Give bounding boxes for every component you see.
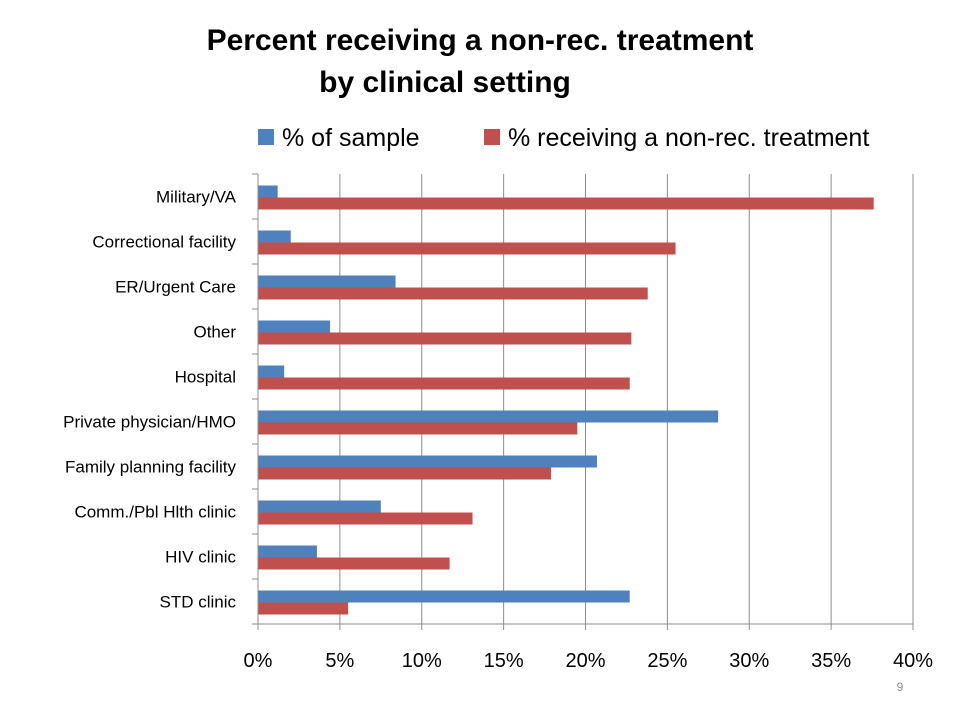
- category-label-er-urgent-care: ER/Urgent Care: [115, 278, 236, 297]
- bar-military-va-non-rec-treatment: [258, 197, 874, 210]
- bar-hiv-clinic-sample: [258, 545, 317, 558]
- x-tick-label-5: 5%: [325, 650, 354, 672]
- bar-correctional-facility-sample: [258, 230, 291, 243]
- axes: [252, 173, 914, 630]
- bar-military-va-sample: [258, 185, 278, 198]
- x-tick-label-40: 40%: [893, 650, 933, 672]
- x-tick-label-15: 15%: [484, 650, 524, 672]
- bar-comm-pbl-hlth-clinic-sample: [258, 500, 381, 513]
- bar-correctional-facility-non-rec-treatment: [258, 242, 676, 255]
- chart-title-line-1: Percent receiving a non-rec. treatment: [206, 24, 754, 57]
- legend-swatch-sample: [258, 129, 274, 145]
- bar-other-non-rec-treatment: [258, 332, 632, 345]
- bar-private-physician-hmo-non-rec-treatment: [258, 422, 578, 435]
- page-number: 9: [896, 680, 904, 694]
- bar-hospital-sample: [258, 365, 285, 378]
- category-label-comm-pbl-hlth-clinic: Comm./Pbl Hlth clinic: [74, 503, 236, 522]
- bar-std-clinic-sample: [258, 590, 630, 603]
- category-label-hospital: Hospital: [175, 368, 236, 387]
- bar-er-urgent-care-sample: [258, 275, 396, 288]
- legend: % of sample % receiving a non-rec. treat…: [258, 124, 869, 152]
- category-labels: Military/VA Correctional facility ER/Urgen…: [63, 188, 237, 612]
- x-tick-label-10: 10%: [402, 650, 442, 672]
- chart-title-line-2: by clinical setting: [319, 66, 571, 99]
- x-tick-label-0: 0%: [244, 650, 273, 672]
- x-tick-label-20: 20%: [565, 650, 605, 672]
- category-label-military-va: Military/VA: [156, 188, 237, 207]
- bars: [258, 185, 874, 615]
- legend-label-non-rec-treatment: % receiving a non-rec. treatment: [508, 124, 869, 152]
- bar-er-urgent-care-non-rec-treatment: [258, 287, 648, 300]
- category-label-hiv-clinic: HIV clinic: [165, 548, 236, 567]
- category-label-family-planning-facility: Family planning facility: [65, 458, 237, 477]
- gridlines: [339, 174, 914, 624]
- category-label-correctional-facility: Correctional facility: [92, 233, 236, 252]
- category-label-other: Other: [193, 323, 236, 342]
- bar-hospital-non-rec-treatment: [258, 377, 630, 390]
- x-tick-labels: 0% 5% 10% 15% 20% 25% 30% 35% 40%: [244, 650, 934, 672]
- x-tick-label-35: 35%: [811, 650, 851, 672]
- bar-other-sample: [258, 320, 331, 333]
- bar-std-clinic-non-rec-treatment: [258, 602, 349, 615]
- bar-family-planning-facility-non-rec-treatment: [258, 467, 552, 480]
- x-tick-label-30: 30%: [729, 650, 769, 672]
- bar-family-planning-facility-sample: [258, 455, 597, 468]
- legend-label-sample: % of sample: [282, 124, 420, 152]
- legend-swatch-non-rec-treatment: [484, 129, 500, 145]
- category-label-std-clinic: STD clinic: [159, 593, 236, 612]
- bar-comm-pbl-hlth-clinic-non-rec-treatment: [258, 512, 473, 525]
- category-label-private-physician-hmo: Private physician/HMO: [63, 413, 236, 432]
- x-tick-label-25: 25%: [647, 650, 687, 672]
- bar-hiv-clinic-non-rec-treatment: [258, 557, 450, 570]
- bar-private-physician-hmo-sample: [258, 410, 719, 423]
- chart-title: Percent receiving a non-rec. treatment b…: [0, 20, 960, 104]
